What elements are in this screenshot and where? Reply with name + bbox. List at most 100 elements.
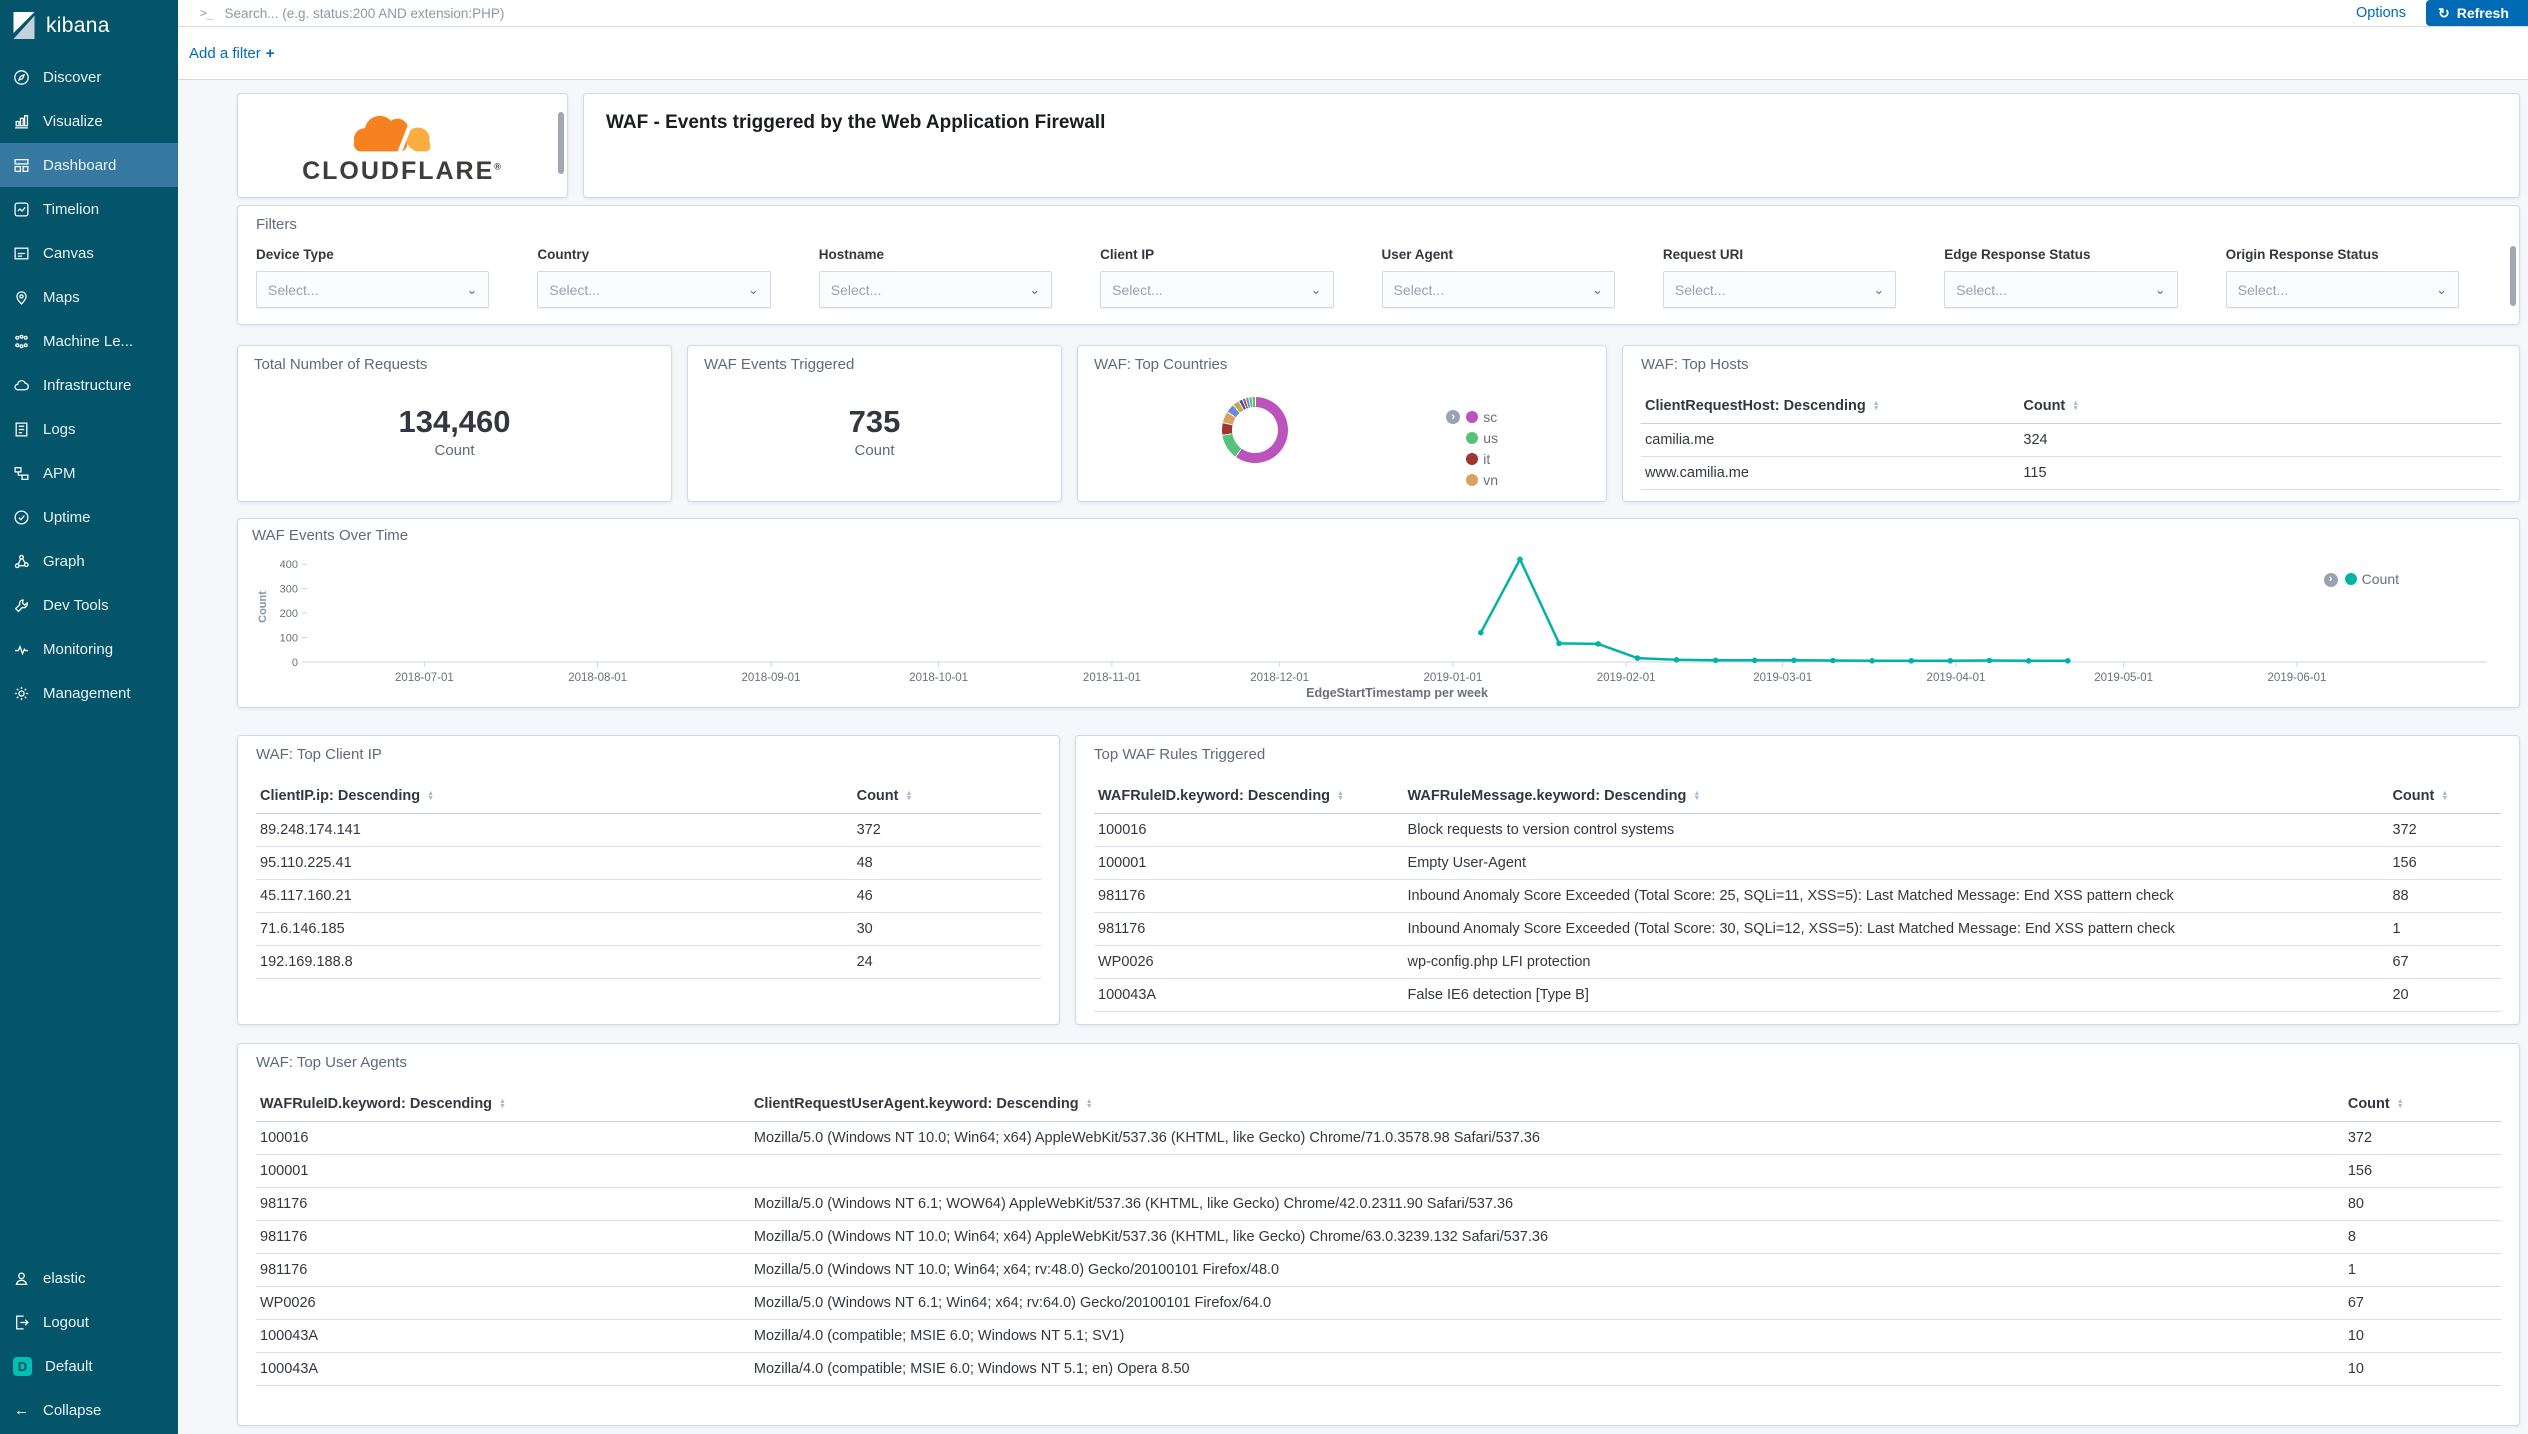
legend-item-vn[interactable]: vn xyxy=(1466,472,1498,486)
column-header-wafruleid-keyword[interactable]: WAFRuleID.keyword: Descending ▲ ▼ xyxy=(1094,779,1404,814)
legend-item-count[interactable]: Count xyxy=(2344,571,2399,587)
table-row: 100043A Mozilla/4.0 (compatible; MSIE 6.0… xyxy=(256,1319,2501,1353)
filter-client-ip: Client IP Select... ⌄ xyxy=(1100,247,1334,308)
filter-label: Device Type xyxy=(256,247,334,262)
table-cell: 981176 xyxy=(1094,879,1404,913)
table-row: 100001 156 xyxy=(256,1154,2501,1188)
legend-item-it[interactable]: it xyxy=(1466,451,1498,467)
sidebar-item-management[interactable]: Management xyxy=(0,671,178,715)
table-cell: 30 xyxy=(852,912,1041,946)
sidebar-item-logs[interactable]: Logs xyxy=(0,407,178,451)
table-cell: 71.6.146.185 xyxy=(256,912,853,946)
sidebar-item-apm[interactable]: APM xyxy=(0,451,178,495)
table-row: 100016 Block requests to version control … xyxy=(1094,813,2501,847)
table-cell: 981176 xyxy=(256,1220,750,1254)
sidebar-item-dashboard[interactable]: Dashboard xyxy=(0,143,178,187)
sidebar-item-logout[interactable]: Logout xyxy=(0,1300,178,1344)
sidebar-item-user[interactable]: elastic xyxy=(0,1256,178,1300)
sidebar-item-maps[interactable]: Maps xyxy=(0,275,178,319)
table-cell: Mozilla/5.0 (Windows NT 6.1; Win64; x64;… xyxy=(749,1286,2344,1320)
sidebar: kibana Discover Visualize Dashboard Time… xyxy=(0,0,178,1434)
sidebar-item-machine-learning[interactable]: Machine Le... xyxy=(0,319,178,363)
metric-waf-events-panel: WAF Events Triggered 735 Count xyxy=(687,345,1062,502)
chevron-down-icon: ⌄ xyxy=(1591,281,1603,297)
table-row: 100016 Mozilla/5.0 (Windows NT 10.0; Win6… xyxy=(256,1121,2501,1155)
table-cell: wp-config.php LFI protection xyxy=(1403,945,2389,979)
table-row: 981176 Mozilla/5.0 (Windows NT 10.0; Win6… xyxy=(256,1220,2501,1254)
filter-select-edge-response-status[interactable]: Select... ⌄ xyxy=(1944,271,2178,308)
logs-icon xyxy=(13,421,30,438)
uptime-icon xyxy=(13,509,30,526)
column-header-count[interactable]: Count ▲ ▼ xyxy=(2343,1087,2501,1122)
sidebar-item-canvas[interactable]: Canvas xyxy=(0,231,178,275)
column-header-wafruleid-keyword[interactable]: WAFRuleID.keyword: Descending ▲ ▼ xyxy=(256,1087,750,1122)
refresh-button[interactable]: ↻ Refresh xyxy=(2426,0,2528,26)
kibana-logo[interactable]: kibana xyxy=(0,0,178,55)
dashboard-content: CLOUDFLARE® WAF - Events triggered by th… xyxy=(178,80,2528,1434)
sidebar-item-visualize[interactable]: Visualize xyxy=(0,99,178,143)
filter-select-user-agent[interactable]: Select... ⌄ xyxy=(1381,271,1615,308)
column-header-count[interactable]: Count ▲ ▼ xyxy=(852,779,1041,814)
sidebar-item-dev-tools[interactable]: Dev Tools xyxy=(0,583,178,627)
table-row: 981176 Inbound Anomaly Score Exceeded (To… xyxy=(1094,912,2501,946)
filters-row: Device Type Select... ⌄ Country Select... ⌄ Ho… xyxy=(256,247,2459,308)
column-header-clientrequestuseragent-keyword[interactable]: ClientRequestUserAgent.keyword: Descendi… xyxy=(749,1087,2344,1122)
table-cell: 1 xyxy=(2343,1253,2501,1287)
legend-expand-icon[interactable]: › xyxy=(1446,410,1461,424)
column-header-clientrequesthost[interactable]: ClientRequestHost: Descending ▲ ▼ xyxy=(1641,389,2020,424)
search-input[interactable] xyxy=(224,5,2345,21)
table-cell: 115 xyxy=(2019,456,2501,490)
column-header-wafrulemessage-keyword[interactable]: WAFRuleMessage.keyword: Descending ▲ ▼ xyxy=(1403,779,2389,814)
filter-hostname: Hostname Select... ⌄ xyxy=(818,247,1053,308)
sidebar-item-graph[interactable]: Graph xyxy=(0,539,178,583)
query-bar: >_ Options ↻ Refresh xyxy=(178,0,2528,27)
column-header-clientip-ip[interactable]: ClientIP.ip: Descending ▲ ▼ xyxy=(256,779,853,814)
legend-item-us[interactable]: us xyxy=(1466,430,1498,446)
table-cell: 324 xyxy=(2019,423,2501,457)
filter-select-device-type[interactable]: Select... ⌄ xyxy=(256,271,490,308)
svg-text:300: 300 xyxy=(280,584,298,596)
table-cell: 48 xyxy=(852,846,1041,880)
metric-total-requests-panel: Total Number of Requests 134,460 Count xyxy=(237,345,672,502)
column-header-count[interactable]: Count ▲ ▼ xyxy=(2388,779,2501,814)
sort-icon: ▲ ▼ xyxy=(1085,1097,1093,1111)
sort-icon: ▲ ▼ xyxy=(2396,1097,2404,1111)
table-cell: WP0026 xyxy=(1094,945,1404,979)
filter-select-country[interactable]: Select... ⌄ xyxy=(537,271,771,308)
filter-bar: Add a filter + xyxy=(178,27,2528,80)
table-cell: Inbound Anomaly Score Exceeded (Total Sc… xyxy=(1403,879,2389,913)
legend-item-sc[interactable]: sc xyxy=(1466,409,1498,425)
filter-label: Origin Response Status xyxy=(2225,247,2379,262)
legend-dot xyxy=(1466,453,1479,465)
table-row: 95.110.225.41 48 xyxy=(256,846,1041,880)
table-cell: 89.248.174.141 xyxy=(256,813,853,847)
sidebar-item-uptime[interactable]: Uptime xyxy=(0,495,178,539)
visualize-icon xyxy=(13,113,30,130)
countries-donut-chart[interactable] xyxy=(1222,396,1288,463)
options-button[interactable]: Options xyxy=(2356,5,2406,21)
legend-expand-icon[interactable]: › xyxy=(2323,572,2338,587)
sidebar-item-collapse[interactable]: ← Collapse xyxy=(14,1401,102,1419)
filter-select-client-ip[interactable]: Select... ⌄ xyxy=(1100,271,1334,308)
column-header-count[interactable]: Count ▲ ▼ xyxy=(2019,389,2501,424)
filter-select-origin-response-status[interactable]: Select... ⌄ xyxy=(2225,271,2459,308)
graph-icon xyxy=(13,553,30,570)
top-waf-rules-table: WAFRuleID.keyword: Descending ▲ ▼ WAFRuleMe… xyxy=(1094,779,2501,1012)
filter-select-request-uri[interactable]: Select... ⌄ xyxy=(1662,271,1897,308)
events-line-chart[interactable]: 0 100 200 300 400 Count 2018-07-01 2018-08-01 20… xyxy=(252,544,2505,704)
discover-icon xyxy=(13,69,30,86)
table-row: 981176 Inbound Anomaly Score Exceeded (To… xyxy=(1094,879,2501,913)
chevron-down-icon: ⌄ xyxy=(466,281,478,297)
table-cell: 156 xyxy=(2388,846,2501,880)
table-cell: 192.169.188.8 xyxy=(256,945,853,979)
select-placeholder: Select... xyxy=(830,281,882,298)
sidebar-item-timelion[interactable]: Timelion xyxy=(0,187,178,231)
sidebar-item-infrastructure[interactable]: Infrastructure xyxy=(0,363,178,407)
legend-label: sc xyxy=(1483,409,1498,425)
sidebar-item-discover[interactable]: Discover xyxy=(0,55,178,99)
sidebar-item-monitoring[interactable]: Monitoring xyxy=(0,627,178,671)
filter-select-hostname[interactable]: Select... ⌄ xyxy=(818,271,1053,308)
add-filter-button[interactable]: Add a filter + xyxy=(189,44,275,62)
maps-icon xyxy=(13,289,30,306)
sidebar-item-space-default[interactable]: D Default xyxy=(0,1344,178,1388)
